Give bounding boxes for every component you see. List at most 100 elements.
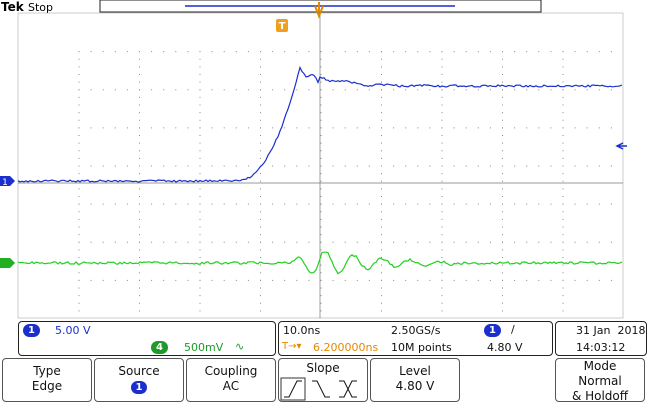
menu-mode[interactable]: Mode Normal & Holdoff [555, 358, 645, 403]
grid-dot [308, 165, 310, 167]
grid-dot [211, 279, 213, 281]
grid-dot [78, 127, 80, 129]
grid-dot [562, 211, 564, 213]
grid-dot [441, 264, 443, 266]
grid-dot [441, 196, 443, 197]
grid-dot [526, 279, 528, 281]
grid-dot [260, 180, 261, 182]
grid-dot [344, 241, 346, 243]
grid-dot [502, 310, 503, 312]
grid-dot [574, 89, 576, 91]
grid-dot [574, 279, 576, 281]
grid-dot [223, 203, 225, 205]
grid-dot [247, 89, 249, 91]
grid-dot [272, 203, 274, 205]
grid-dot [223, 165, 225, 167]
grid-dot [90, 89, 92, 91]
grid-dot [320, 89, 322, 91]
grid-dot [320, 279, 322, 281]
grid-dot [78, 51, 80, 53]
grid-dot [320, 196, 322, 197]
grid-dot [139, 310, 140, 312]
trigger-level-marker [615, 142, 627, 150]
grid-dot [223, 51, 225, 53]
grid-dot [502, 279, 503, 281]
grid-dot [260, 157, 261, 159]
grid-dot [441, 89, 443, 91]
grid-dot [598, 51, 600, 53]
grid-dot [260, 218, 261, 220]
grid-dot [320, 180, 322, 182]
grid-dot [175, 89, 177, 91]
grid-dot [139, 203, 140, 205]
date: 31 Jan 2018 [576, 324, 646, 337]
grid-dot [598, 241, 600, 243]
menu-label: Source [118, 364, 160, 378]
grid-dot [344, 127, 346, 129]
grid-dot [260, 188, 261, 190]
grid-dot [502, 302, 503, 304]
grid-dot [320, 249, 322, 251]
grid-dot [199, 203, 201, 205]
grid-dot [574, 203, 576, 205]
grid-dot [78, 173, 80, 175]
grid-dot [514, 89, 516, 91]
grid-dot [598, 165, 600, 167]
grid-dot [320, 203, 322, 205]
grid-dot [296, 127, 298, 129]
grid-dot [453, 127, 455, 129]
grid-dot [199, 264, 201, 266]
grid-dot [381, 287, 382, 289]
grid-dot [586, 51, 588, 53]
grid-dot [381, 257, 382, 258]
grid-dot [199, 272, 201, 274]
grid-dot [598, 279, 600, 281]
grid-dot [381, 196, 382, 197]
grid-dot [441, 165, 443, 167]
grid-dot [320, 58, 322, 60]
grid-dot [405, 51, 407, 53]
grid-dot [199, 74, 201, 75]
grid-dot [502, 234, 503, 236]
grid-dot [502, 287, 503, 289]
trigger-source-badge: 1 [484, 324, 501, 337]
grid-dot [296, 203, 298, 205]
ch4-badge: 4 [151, 341, 168, 354]
grid-dot [320, 188, 322, 190]
menu-coupling[interactable]: Coupling AC [186, 358, 276, 402]
grid-dot [417, 203, 419, 205]
menu-label: Type [33, 364, 61, 378]
grid-dot [562, 203, 564, 205]
grid-dot [199, 196, 201, 197]
grid-dot [78, 150, 80, 152]
grid-dot [139, 249, 140, 251]
grid-dot [562, 112, 564, 114]
grid-dot [477, 51, 479, 53]
grid-dot [78, 264, 80, 266]
menu-level[interactable]: Level 4.80 V [370, 358, 460, 402]
grid-dot [139, 157, 140, 159]
ch4-ground-marker [0, 258, 15, 268]
grid-dot [139, 257, 140, 258]
grid-dot [199, 279, 201, 281]
grid-dot [356, 89, 358, 91]
grid-dot [320, 150, 322, 152]
grid-dot [441, 211, 443, 213]
slope-rise [284, 380, 302, 398]
grid-dot [489, 279, 491, 281]
grid-dot [562, 241, 564, 243]
menu-type[interactable]: Type Edge [2, 358, 92, 402]
trigger-slope-symbol: / [511, 323, 515, 336]
menu-slope[interactable]: Slope [278, 358, 368, 402]
menu-source[interactable]: Source 1 [94, 358, 184, 402]
grid-dot [260, 241, 261, 243]
grid-dot [78, 310, 80, 312]
grid-dot [139, 218, 140, 220]
slope-either [339, 380, 357, 398]
grid-dot [211, 165, 213, 167]
grid-dot [199, 287, 201, 289]
grid-dot [405, 279, 407, 281]
grid-dot [441, 279, 443, 281]
grid-dot [139, 287, 140, 289]
grid-dot [344, 89, 346, 91]
